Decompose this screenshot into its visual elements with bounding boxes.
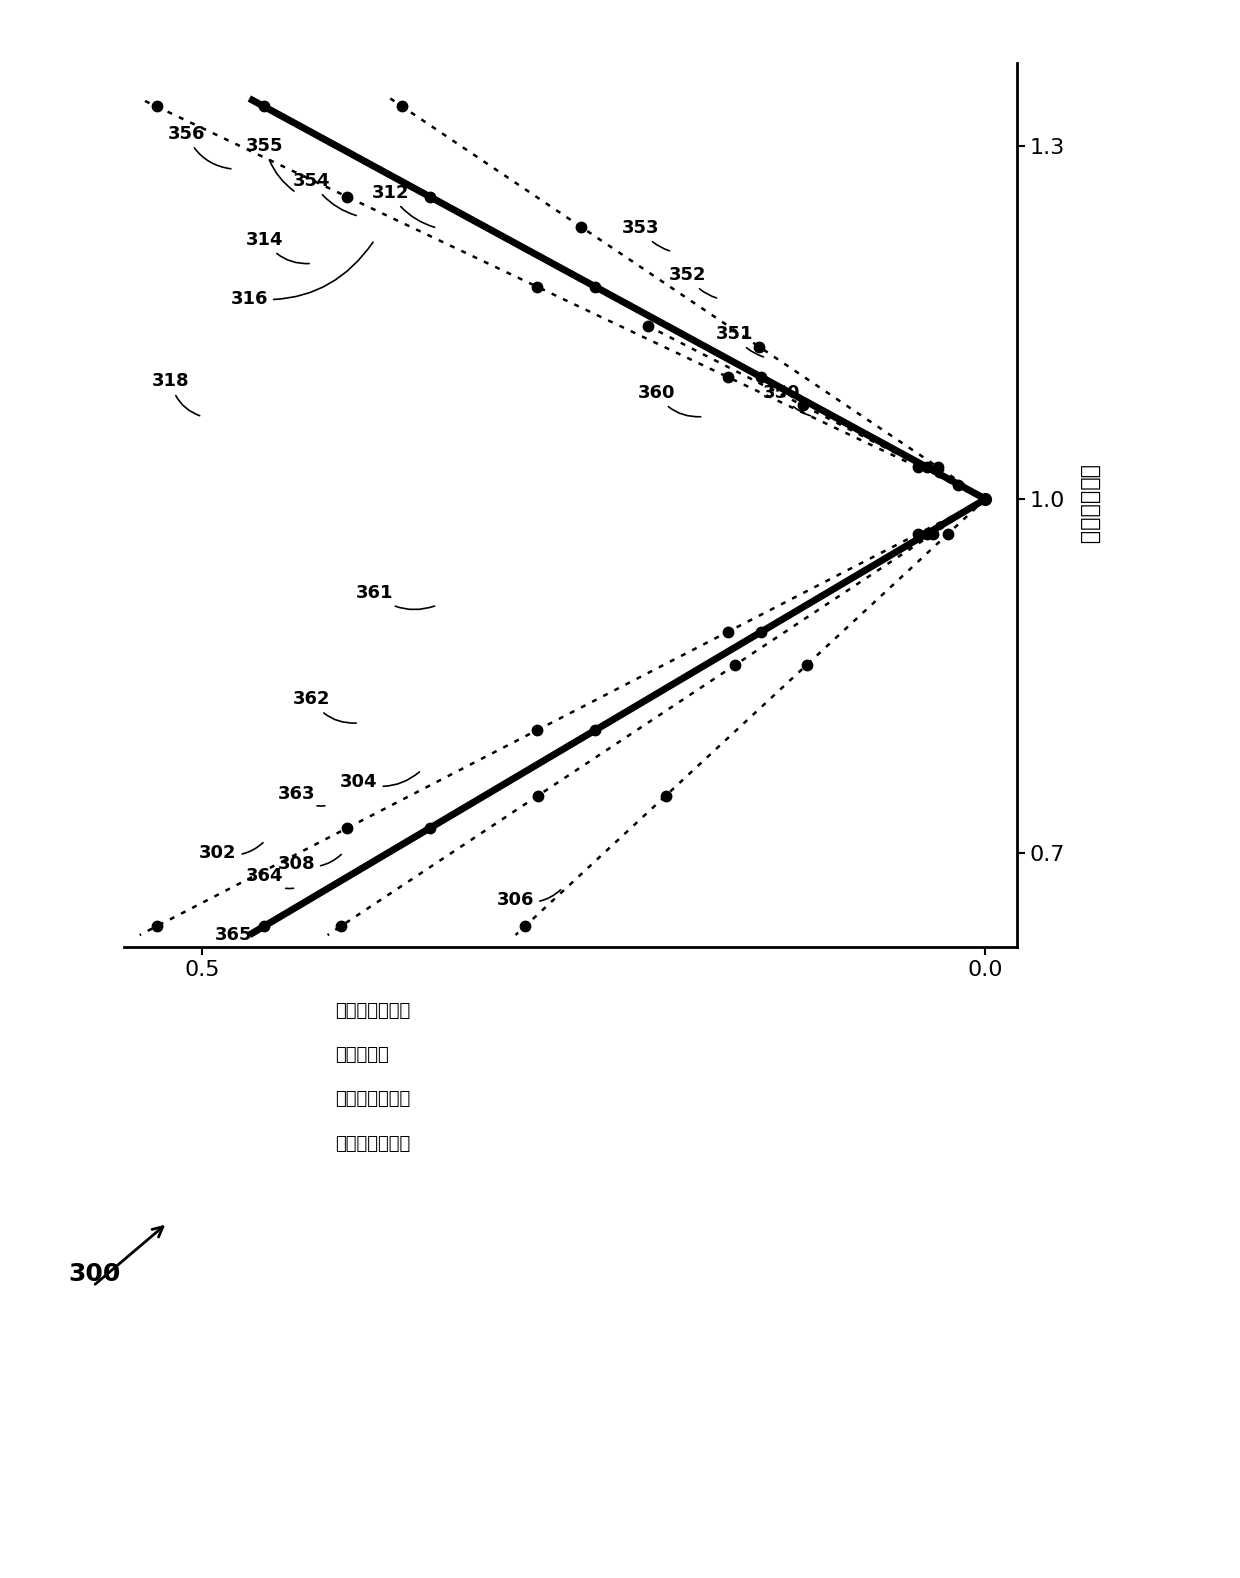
Text: 函数的系数的値: 函数的系数的値 <box>335 1135 410 1152</box>
Text: 302: 302 <box>200 843 263 862</box>
Text: 351: 351 <box>717 325 764 357</box>
Text: 350: 350 <box>763 383 811 417</box>
Text: 354: 354 <box>293 172 356 216</box>
Text: 364: 364 <box>247 866 294 888</box>
Text: 阶跃变化的: 阶跃变化的 <box>335 1046 388 1064</box>
Text: 318: 318 <box>153 372 200 415</box>
Text: 316: 316 <box>231 241 373 308</box>
Text: 356: 356 <box>167 125 231 169</box>
Text: 352: 352 <box>670 267 717 298</box>
Text: 308: 308 <box>278 854 341 873</box>
Text: 312: 312 <box>372 183 434 227</box>
Text: 362: 362 <box>293 690 356 723</box>
Text: 363: 363 <box>278 784 325 806</box>
Text: 353: 353 <box>622 219 670 251</box>
Y-axis label: 燃料质量素数: 燃料质量素数 <box>1079 466 1099 544</box>
Text: 306: 306 <box>497 890 560 909</box>
Text: 描述对空燃比的: 描述对空燃比的 <box>335 1002 410 1019</box>
Text: 360: 360 <box>637 383 701 417</box>
Text: 355: 355 <box>247 137 294 191</box>
Text: 314: 314 <box>247 230 309 264</box>
Text: 304: 304 <box>340 772 419 791</box>
Text: 361: 361 <box>356 584 435 609</box>
Text: 300: 300 <box>68 1262 120 1286</box>
Text: 365: 365 <box>215 925 263 944</box>
Text: 氧传感器响应的: 氧传感器响应的 <box>335 1090 410 1108</box>
